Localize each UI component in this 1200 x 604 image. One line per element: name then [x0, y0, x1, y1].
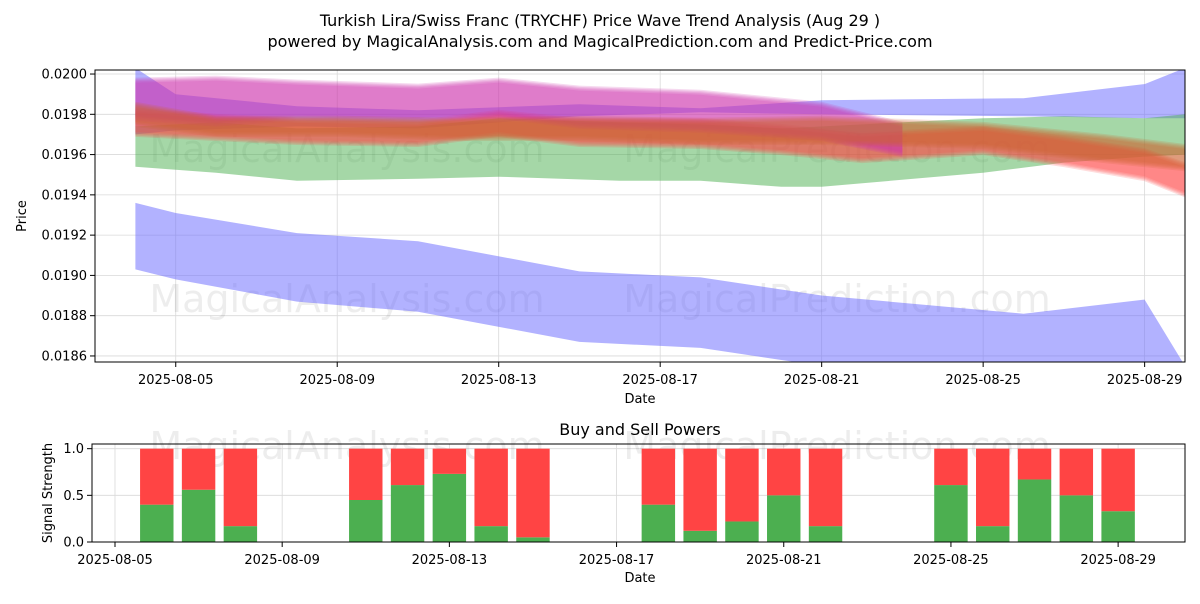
price-band-3 [135, 111, 1185, 197]
signal-x-tick-label: 2025-08-29 [1080, 553, 1156, 568]
sell-bar [223, 448, 258, 527]
buy-bar [516, 537, 550, 542]
price-x-tick-label: 2025-08-21 [784, 373, 860, 388]
sell-bar [1059, 448, 1094, 496]
price-x-tick-label: 2025-08-17 [622, 373, 698, 388]
price-y-tick-label: 0.0194 [42, 188, 88, 203]
price-band-4 [135, 80, 903, 158]
price-band-5 [135, 101, 1185, 167]
price-x-tick-label: 2025-08-29 [1107, 373, 1183, 388]
sell-bar [349, 448, 383, 500]
buy-bar [140, 504, 174, 542]
price-band-3 [135, 112, 1185, 198]
signal-x-label: Date [624, 571, 655, 586]
price-band-5 [135, 104, 1185, 169]
buy-bar [725, 521, 759, 542]
buy-bar [767, 495, 801, 542]
signal-plot-frame [91, 443, 1186, 543]
price-plot-frame [94, 69, 1186, 363]
price-y-tick-label: 0.0198 [42, 108, 88, 123]
buy-bar [976, 526, 1010, 542]
price-x-tick-label: 2025-08-09 [299, 373, 375, 388]
signal-x-tick-label: 2025-08-09 [244, 553, 320, 568]
sell-bar [432, 448, 467, 474]
buy-bar [808, 526, 843, 542]
sell-bar [808, 448, 843, 527]
price-y-tick-label: 0.0186 [42, 349, 88, 364]
sell-bar [474, 448, 508, 527]
signal-x-tick-label: 2025-08-13 [412, 553, 488, 568]
buy-bar [349, 500, 383, 542]
sell-bar [976, 448, 1010, 527]
sell-bar [683, 448, 717, 531]
price-band-3 [135, 110, 1185, 195]
signal-x-tick-label: 2025-08-25 [913, 553, 989, 568]
price-bands [135, 70, 1185, 362]
price-band-3 [135, 107, 1185, 193]
buy-bar [223, 526, 258, 542]
sell-bar [1017, 448, 1052, 480]
price-x-tick-label: 2025-08-25 [945, 373, 1021, 388]
sell-bar [641, 448, 676, 505]
price-band-0 [135, 70, 1185, 135]
sell-bar [934, 448, 968, 486]
signal-x-ticks: 2025-08-05 2025-08-09 2025-08-13 2025-08-17… [77, 542, 1156, 568]
signal-y-tick-label: 0.5 [63, 489, 84, 504]
price-band-5 [135, 103, 1185, 168]
buy-bar [474, 526, 508, 542]
signal-y-label: Signal Strength [41, 443, 56, 543]
signal-y-tick-label: 1.0 [63, 442, 84, 457]
price-y-tick-label: 0.0196 [42, 148, 88, 163]
price-band-2 [135, 114, 1185, 187]
price-band-5 [135, 105, 1185, 170]
chart-title: Turkish Lira/Swiss Franc (TRYCHF) Price … [319, 11, 880, 30]
price-x-label: Date [624, 392, 655, 407]
price-band-4 [135, 79, 903, 156]
buy-bar [181, 489, 216, 542]
signal-bars [140, 448, 1135, 542]
price-y-tick-label: 0.0188 [42, 309, 88, 324]
price-band-3 [135, 109, 1185, 194]
signal-x-tick-label: 2025-08-21 [746, 553, 822, 568]
price-x-tick-label: 2025-08-13 [461, 373, 537, 388]
sell-bar [390, 448, 425, 486]
price-wave-plot: MagicalAnalysis.com MagicalPrediction.co… [15, 68, 1186, 407]
price-y-tick-label: 0.0200 [42, 68, 88, 83]
buy-bar [432, 473, 467, 542]
buy-bar [683, 530, 717, 542]
signal-x-tick-label: 2025-08-17 [579, 553, 655, 568]
price-x-ticks: 2025-08-05 2025-08-09 2025-08-13 2025-08-17… [138, 362, 1182, 388]
price-band-4 [135, 78, 903, 155]
buy-bar [934, 485, 968, 542]
buy-bar [1101, 511, 1135, 542]
sell-bar [140, 448, 174, 505]
buy-bar [1059, 495, 1094, 542]
price-band-1 [135, 202, 1183, 362]
price-band-4 [135, 75, 903, 153]
price-y-tick-label: 0.0190 [42, 269, 88, 284]
chart-subtitle: powered by MagicalAnalysis.com and Magic… [267, 32, 932, 51]
sell-bar [516, 448, 550, 538]
signal-y-tick-label: 0.0 [63, 536, 84, 551]
sell-bar [767, 448, 801, 496]
signal-y-ticks: 0.0 0.5 1.0 [63, 442, 92, 551]
buy-bar [1017, 479, 1052, 542]
signal-plot: Buy and Sell Powers MagicalAnalysis.com … [41, 420, 1186, 586]
buy-bar [390, 485, 425, 542]
price-y-label: Price [15, 200, 30, 232]
signal-title: Buy and Sell Powers [559, 420, 721, 439]
sell-bar [181, 448, 216, 490]
signal-x-tick-label: 2025-08-05 [77, 553, 153, 568]
price-y-tick-label: 0.0192 [42, 229, 88, 244]
price-band-5 [135, 106, 1185, 172]
price-x-tick-label: 2025-08-05 [138, 373, 214, 388]
price-y-ticks: 0.0186 0.0188 0.0190 0.0192 0.0194 0.0196 0.01… [42, 68, 95, 364]
price-band-4 [135, 76, 903, 154]
sell-bar [1101, 448, 1135, 512]
buy-bar [641, 504, 676, 542]
sell-bar [725, 448, 759, 522]
